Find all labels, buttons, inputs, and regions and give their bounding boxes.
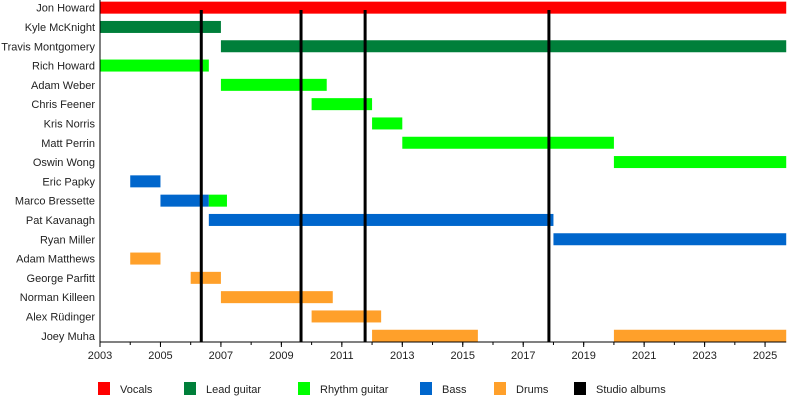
x-tick-label: 2019 [571, 350, 595, 362]
member-bar-bass [130, 175, 161, 188]
member-bar-rhythm [613, 156, 787, 169]
member-label: Matt Perrin [41, 138, 95, 150]
member-bar-drums [190, 271, 221, 284]
legend-label-lead: Lead guitar [206, 384, 261, 396]
member-bar-rhythm [402, 136, 614, 149]
legend-label-albums: Studio albums [596, 384, 666, 396]
member-bar-drums [311, 310, 382, 323]
x-tick-label: 2017 [511, 350, 535, 362]
member-bar-rhythm [220, 78, 327, 91]
x-tick-label: 2011 [330, 350, 354, 362]
member-label: Eric Papky [42, 176, 95, 188]
member-bar-drums [372, 329, 478, 342]
x-tick-label: 2015 [451, 350, 475, 362]
member-label: Rich Howard [32, 61, 95, 73]
member-label: Kyle McKnight [25, 22, 95, 34]
legend-swatch-vocals [98, 382, 110, 395]
member-label: Chris Feener [31, 99, 95, 111]
member-bar-rhythm [100, 59, 209, 72]
member-label: Pat Kavanagh [26, 215, 95, 227]
member-bar-bass [208, 213, 554, 226]
member-label: Ryan Miller [40, 234, 95, 246]
member-label: Alex Rüdinger [26, 311, 95, 323]
x-tick-label: 2025 [753, 350, 777, 362]
member-label: Adam Weber [31, 80, 95, 92]
member-label: Travis Montgomery [1, 41, 95, 53]
legend-swatch-drums [494, 382, 506, 395]
legend-label-vocals: Vocals [120, 384, 153, 396]
x-tick-label: 2021 [632, 350, 656, 362]
member-label: Marco Bressette [15, 196, 95, 208]
member-label: Joey Muha [41, 331, 96, 343]
member-bar-lead [100, 20, 221, 33]
x-tick-label: 2007 [209, 350, 233, 362]
legend-swatch-albums [574, 382, 586, 395]
x-tick-label: 2005 [148, 350, 172, 362]
legend-label-bass: Bass [442, 384, 467, 396]
member-label: George Parfitt [27, 273, 95, 285]
legend-label-drums: Drums [516, 384, 549, 396]
member-bar-rhythm [208, 194, 227, 207]
x-tick-label: 2009 [269, 350, 293, 362]
legend-label-rhythm: Rhythm guitar [320, 384, 389, 396]
member-label: Adam Matthews [16, 254, 95, 266]
member-bar-drums [613, 329, 787, 342]
member-label: Kris Norris [44, 118, 96, 130]
member-label: Oswin Wong [33, 157, 95, 169]
member-bar-lead [220, 40, 787, 53]
member-bar-rhythm [372, 117, 403, 130]
legend-swatch-bass [420, 382, 432, 395]
x-tick-label: 2003 [88, 350, 112, 362]
member-bar-vocals [100, 1, 787, 14]
x-tick-label: 2013 [390, 350, 414, 362]
member-label: Norman Killeen [20, 292, 95, 304]
member-bar-drums [220, 291, 333, 304]
member-bar-bass [553, 233, 787, 246]
member-bar-rhythm [311, 98, 373, 111]
legend-swatch-rhythm [298, 382, 310, 395]
legend-swatch-lead [184, 382, 196, 395]
member-bar-drums [130, 252, 161, 265]
x-tick-label: 2023 [692, 350, 716, 362]
member-bar-bass [160, 194, 209, 207]
member-label: Jon Howard [36, 3, 95, 15]
